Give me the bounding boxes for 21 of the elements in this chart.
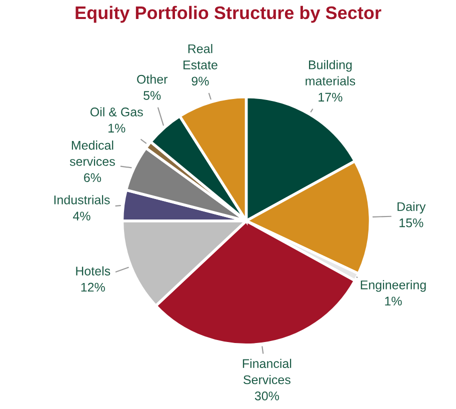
chart-title: Equity Portfolio Structure by Sector	[76, 6, 382, 23]
data-label: 30%	[254, 392, 279, 400]
slice-label: Real Estate	[184, 44, 218, 70]
data-label: 12%	[81, 282, 105, 292]
data-label: 6%	[84, 173, 102, 182]
data-label: 15%	[400, 218, 424, 228]
slice-label: Industrials	[54, 195, 110, 204]
data-label: 1%	[385, 296, 402, 306]
slice-label: Other	[137, 74, 168, 84]
slice-label: Building materials	[306, 60, 356, 86]
data-label: 5%	[144, 91, 161, 100]
data-label: 17%	[318, 92, 342, 102]
slice-label: Hotels	[76, 266, 110, 276]
data-label: 1%	[108, 124, 126, 133]
slice-label: Dairy	[398, 202, 426, 214]
slice-label: Medical services	[70, 140, 115, 166]
data-label: 9%	[192, 76, 209, 86]
data-label: 4%	[72, 212, 90, 220]
slice-label: Financial Services	[242, 358, 292, 384]
slice-label: Engineering	[360, 280, 426, 292]
slice-label: Oil & Gas	[90, 107, 143, 116]
